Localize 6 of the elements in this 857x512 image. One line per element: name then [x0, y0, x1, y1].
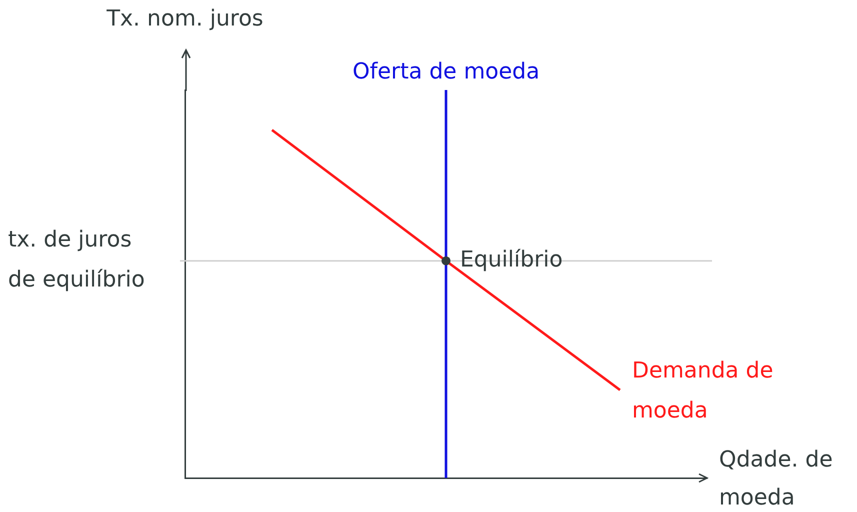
- x-axis-title: Qdade. de moeda: [719, 448, 833, 511]
- y-axis-title: Tx. nom. juros: [106, 6, 264, 32]
- annotation: Equilíbrio: [460, 248, 563, 273]
- series-label: Demanda de moeda: [632, 358, 774, 424]
- text: Oferta de moeda: [352, 60, 540, 85]
- ref-line-label: tx. de juros de equilíbrio: [8, 228, 145, 293]
